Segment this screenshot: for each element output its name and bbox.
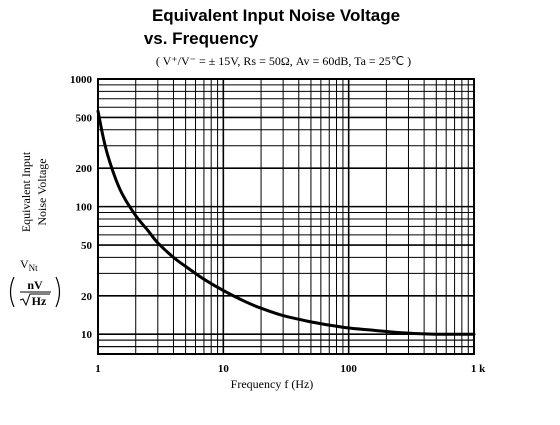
- unit-numerator: nV: [27, 278, 43, 292]
- y-axis-symbol-main: V: [20, 257, 29, 271]
- y-axis-symbol-sub: Nt: [29, 263, 38, 273]
- series-layer: [96, 109, 476, 336]
- y-tick-label: 50: [81, 240, 93, 252]
- unit-right-paren: [55, 276, 61, 308]
- chart-test-conditions: ( V⁺/V⁻ = ± 15V, Rs = 50Ω, Av = 60dB, Ta…: [155, 54, 412, 68]
- sqrt-sign: [19, 293, 50, 307]
- x-tick-label: 1: [95, 363, 101, 375]
- y-axis-symbol: VNt: [20, 257, 38, 273]
- chart-title-line1: Equivalent Input Noise Voltage: [151, 6, 401, 25]
- unit-left-paren: [9, 276, 15, 308]
- y-axis-unit: nV Hz: [9, 276, 61, 308]
- y-tick-label: 20: [81, 291, 93, 303]
- x-axis-label: Frequency f (Hz): [231, 377, 314, 391]
- y-tick-label: 200: [76, 163, 93, 175]
- noise-curve-series-0: [96, 109, 476, 336]
- y-axis-label-line1: Equivalent Input: [19, 151, 33, 232]
- plot-frame: [97, 78, 475, 355]
- chart-title-line2: vs. Frequency: [143, 29, 259, 48]
- y-tick-label: 500: [76, 112, 93, 124]
- y-tick-label: 10: [81, 329, 93, 341]
- y-tick-label: 1000: [70, 74, 93, 86]
- x-tick-label: 100: [340, 363, 357, 375]
- x-tick-label: 1 k: [471, 363, 486, 375]
- x-tick-label: 10: [218, 363, 230, 375]
- y-tick-label: 100: [76, 202, 93, 214]
- unit-denominator: Hz: [32, 294, 47, 308]
- grid-layer: [97, 79, 474, 355]
- tick-label-layer: 1000 500 200 100 50 20 10 1 10 100 1 k: [70, 74, 486, 375]
- y-axis-label-line2: Noise Voltage: [35, 158, 49, 225]
